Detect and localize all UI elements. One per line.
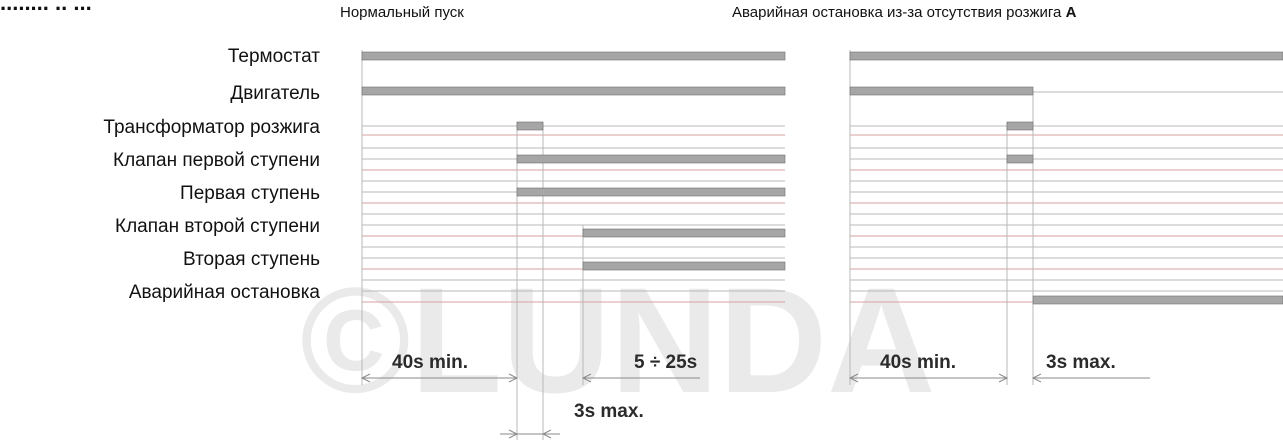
arrow-left bbox=[541, 429, 552, 439]
signal-label-emergency-stop: Аварийная остановка bbox=[128, 282, 320, 303]
signal-label-ignition-transformer: Трансформатор розжига bbox=[103, 117, 320, 138]
panel-title-fault-marker: A bbox=[1065, 4, 1077, 21]
signal-label-first-stage: Первая ступень bbox=[180, 183, 320, 204]
bar-second-stage-valve bbox=[582, 228, 786, 238]
normal-start-bars bbox=[361, 51, 786, 271]
bar-ignition-transformer bbox=[516, 121, 544, 131]
bar-ignition-transformer bbox=[1006, 121, 1034, 131]
timing-pre-purge-fault: 40s min. bbox=[880, 352, 956, 373]
fault-bars bbox=[849, 51, 1283, 305]
signal-label-first-stage-valve: Клапан первой ступени bbox=[113, 150, 320, 171]
arrow-left bbox=[1031, 373, 1042, 383]
cropped-page-title: ........ .. ... bbox=[0, 0, 92, 15]
arrow-right bbox=[508, 373, 519, 383]
bar-thermostat bbox=[849, 51, 1283, 61]
lunda-watermark: ©LUNDA bbox=[300, 256, 935, 424]
bar-thermostat bbox=[361, 51, 786, 61]
bar-second-stage bbox=[582, 261, 786, 271]
fault-dimensions bbox=[848, 373, 1150, 383]
panel-title-normal-start: Нормальный пуск bbox=[340, 4, 464, 21]
timing-stage2-delay-normal: 5 ÷ 25s bbox=[634, 352, 697, 373]
signal-label-second-stage-valve: Клапан второй ступени bbox=[115, 216, 320, 237]
panel-title-fault: Аварийная остановка из-за отсутствия роз… bbox=[732, 4, 1076, 21]
bar-first-stage-valve bbox=[516, 154, 786, 164]
panel-title-fault-text: Аварийная остановка из-за отсутствия роз… bbox=[732, 4, 1062, 21]
bar-motor bbox=[361, 86, 786, 96]
bar-first-stage bbox=[516, 187, 786, 197]
timing-safety-normal: 3s max. bbox=[574, 401, 644, 422]
arrow-left bbox=[581, 373, 592, 383]
timing-safety-fault: 3s max. bbox=[1046, 352, 1116, 373]
timing-pre-purge-normal: 40s min. bbox=[392, 352, 468, 373]
signal-label-motor: Двигатель bbox=[230, 83, 320, 104]
arrow-left bbox=[360, 373, 371, 383]
bar-motor bbox=[849, 86, 1034, 96]
normal-start-panel bbox=[361, 50, 785, 440]
bar-emergency-stop bbox=[1032, 295, 1283, 305]
arrow-right bbox=[998, 373, 1009, 383]
arrow-right bbox=[508, 429, 519, 439]
bar-first-stage-valve bbox=[1006, 154, 1034, 164]
normal-start-dimensions bbox=[360, 373, 700, 439]
fault-panel bbox=[849, 50, 1283, 385]
signal-label-thermostat: Термостат bbox=[227, 46, 320, 67]
signal-label-second-stage: Вторая ступень bbox=[183, 249, 320, 270]
arrow-left bbox=[848, 373, 859, 383]
